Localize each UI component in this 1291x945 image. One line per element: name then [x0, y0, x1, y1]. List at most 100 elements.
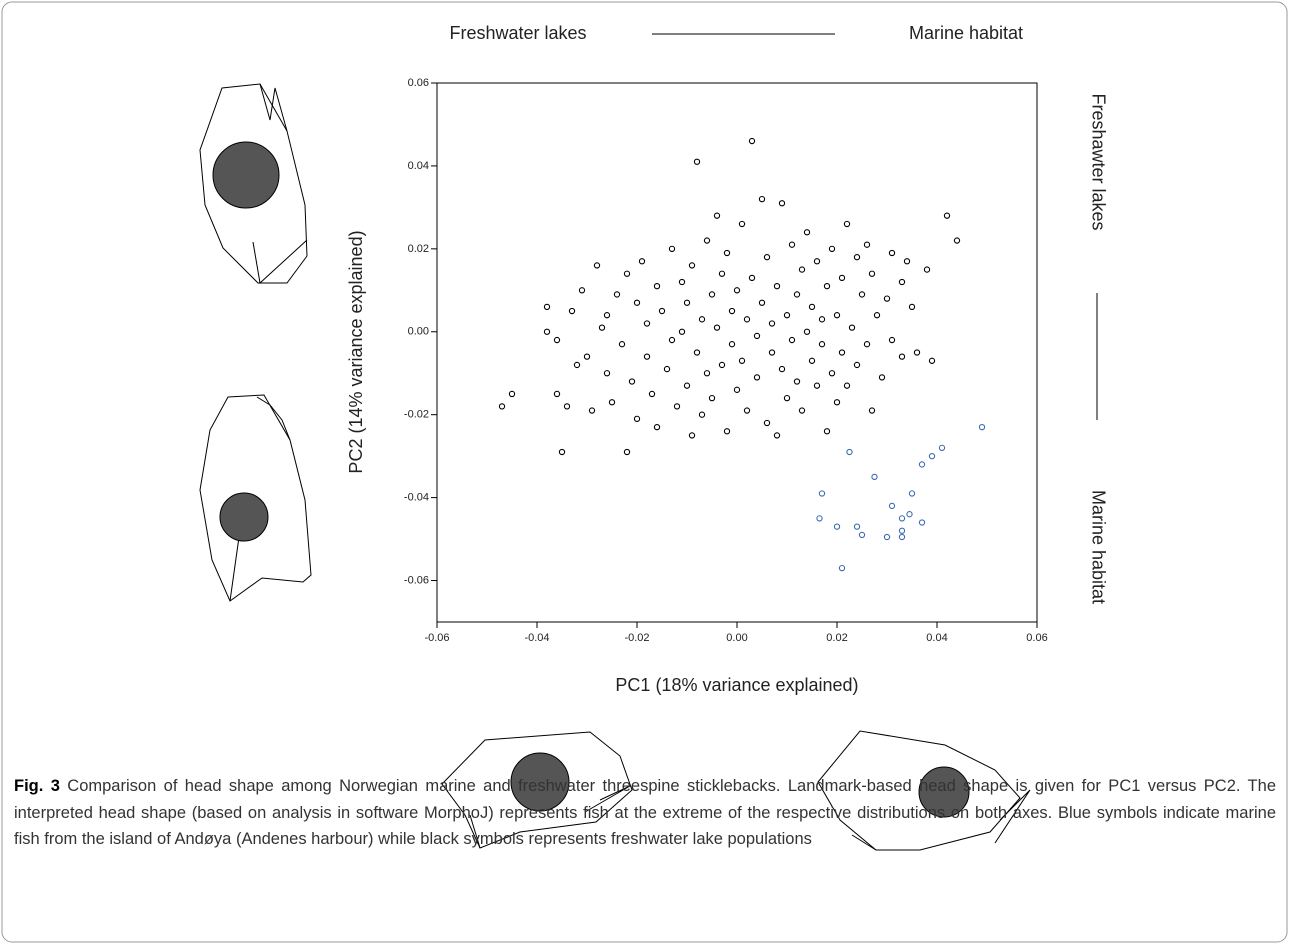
- point: [743, 407, 751, 414]
- point: [723, 249, 731, 257]
- point: [838, 564, 846, 572]
- point: [808, 303, 816, 311]
- point: [643, 320, 651, 327]
- point: [883, 533, 891, 541]
- point: [573, 361, 581, 369]
- annotation: Marine habitat: [909, 23, 1023, 43]
- point: [768, 320, 776, 327]
- point: [793, 378, 801, 385]
- point: [698, 316, 706, 323]
- point: [543, 303, 551, 311]
- point: [838, 349, 846, 356]
- point: [618, 341, 626, 348]
- point: [823, 283, 831, 290]
- point: [763, 253, 771, 261]
- point: [728, 307, 736, 315]
- y-tick-label: -0.02: [404, 409, 429, 421]
- y-tick-label: 0.02: [408, 243, 429, 255]
- point: [763, 419, 771, 427]
- point: [871, 473, 878, 481]
- point: [928, 357, 936, 364]
- point: [833, 399, 841, 406]
- point: [938, 444, 946, 452]
- point: [748, 274, 756, 282]
- point: [773, 283, 781, 290]
- point: [818, 341, 826, 348]
- y-tick-label: -0.06: [404, 574, 429, 586]
- point: [888, 249, 896, 257]
- point: [758, 299, 766, 306]
- point: [668, 245, 676, 252]
- point: [868, 270, 876, 277]
- x-tick-label: 0.00: [726, 632, 747, 644]
- point: [953, 237, 961, 244]
- plot-frame: [436, 82, 1038, 623]
- point: [778, 200, 786, 207]
- point: [758, 195, 766, 203]
- point: [708, 394, 716, 402]
- point: [643, 353, 651, 360]
- point: [828, 370, 836, 377]
- point: [818, 316, 826, 323]
- y-axis-label: PC2 (14% variance explained): [346, 230, 366, 473]
- point: [846, 448, 853, 456]
- point: [898, 527, 906, 534]
- x-axis-label: PC1 (18% variance explained): [615, 675, 858, 695]
- y-tick-label: 0.00: [408, 326, 429, 338]
- head-shape-illustration: [199, 394, 312, 602]
- point: [908, 490, 916, 497]
- point: [688, 432, 696, 439]
- point: [698, 411, 706, 418]
- point: [908, 303, 916, 311]
- point: [683, 382, 691, 389]
- point: [603, 370, 611, 377]
- point: [848, 324, 856, 331]
- point: [898, 515, 906, 522]
- annotation: Marine habitat: [1088, 490, 1108, 604]
- point: [803, 328, 811, 335]
- point: [788, 336, 796, 344]
- point: [873, 312, 881, 319]
- point: [708, 291, 716, 298]
- point: [823, 428, 831, 435]
- point: [723, 428, 731, 435]
- point: [508, 390, 516, 398]
- point: [753, 332, 761, 340]
- point: [783, 394, 791, 402]
- point: [673, 403, 681, 410]
- annotation: Freshawter lakes: [1088, 93, 1108, 230]
- point: [828, 245, 836, 252]
- caption-label: Fig. 3: [14, 777, 60, 795]
- point: [853, 361, 861, 369]
- point: [623, 270, 631, 277]
- point: [743, 316, 751, 323]
- point: [648, 390, 656, 398]
- caption: Fig. 3 Comparison of head shape among No…: [14, 773, 1276, 853]
- point: [713, 324, 721, 331]
- point: [853, 253, 861, 261]
- point: [638, 258, 646, 265]
- point: [808, 357, 816, 364]
- y-tick-label: -0.04: [404, 492, 429, 504]
- point: [813, 258, 821, 265]
- point: [803, 229, 811, 236]
- point: [878, 374, 886, 381]
- point: [653, 423, 661, 431]
- annotation: Freshwater lakes: [449, 23, 586, 43]
- point: [713, 212, 721, 219]
- point: [728, 341, 736, 348]
- point: [628, 378, 636, 385]
- x-tick-label: -0.06: [424, 632, 449, 644]
- point: [553, 336, 561, 344]
- y-tick-label: 0.06: [408, 77, 429, 89]
- x-tick-label: -0.04: [524, 632, 549, 644]
- point: [913, 349, 921, 356]
- point: [598, 324, 606, 331]
- point: [733, 287, 741, 294]
- point: [693, 158, 701, 165]
- point: [778, 365, 786, 373]
- point: [753, 374, 761, 381]
